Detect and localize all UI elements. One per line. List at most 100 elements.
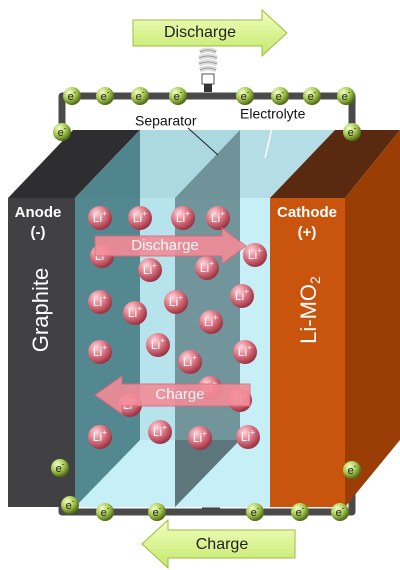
electron-particle: e- <box>337 87 355 105</box>
ion-ball <box>88 425 112 449</box>
ion-symbol: Li <box>204 315 213 329</box>
cathode-name: Cathode <box>277 204 337 221</box>
cathode-top <box>270 130 400 198</box>
ion-charge: + <box>178 292 183 302</box>
electron-label: e- <box>296 504 305 519</box>
ion-symbol: Li <box>176 211 185 225</box>
electron-charge: - <box>302 504 305 513</box>
ion-ball <box>195 256 219 280</box>
electron-charge: - <box>142 88 145 97</box>
ion-symbol: Li <box>93 295 102 309</box>
ion-symbol: Li <box>200 261 209 275</box>
electron-ball <box>291 503 309 521</box>
ion-ball <box>188 426 212 450</box>
ion-charge: + <box>247 342 252 352</box>
electron-label: e- <box>342 88 351 103</box>
electron-label: e- <box>56 460 65 475</box>
ion-charge: + <box>213 312 218 322</box>
ion-charge: + <box>160 335 165 345</box>
ion-ball <box>178 350 202 374</box>
anode-sign: (-) <box>31 224 46 241</box>
ion-symbol: Li <box>133 211 142 225</box>
ion-particle: Li+ <box>138 258 162 282</box>
electron-particle: e- <box>236 87 254 105</box>
ion-label: Li+ <box>169 292 183 309</box>
electron-symbol: e <box>58 127 64 139</box>
ion-particle: Li+ <box>195 256 219 280</box>
electron-label: e- <box>68 88 77 103</box>
electron-label: e- <box>241 88 250 103</box>
ion-particle: Li+ <box>128 206 152 230</box>
electron-particle: e- <box>246 503 264 521</box>
inner-charge-arrow: Charge <box>94 375 251 415</box>
cathode-sign: (+) <box>298 224 317 241</box>
electron-label: e- <box>101 504 110 519</box>
electron-charge: - <box>74 88 77 97</box>
ion-charge: + <box>257 245 262 255</box>
electron-label: e- <box>58 124 67 139</box>
electron-symbol: e <box>66 500 72 512</box>
electron-symbol: e <box>276 91 282 103</box>
electron-particle: e- <box>96 87 114 105</box>
electron-charge: - <box>348 88 351 97</box>
charge-arrow: Charge <box>141 518 296 570</box>
cathode-front <box>270 198 345 507</box>
ion-symbol: Li <box>93 211 102 225</box>
cathode-material: Li-MO2 <box>296 276 323 344</box>
ion-label: Li+ <box>143 260 157 277</box>
electron-particle: e- <box>291 503 309 521</box>
ion-label: Li+ <box>128 303 142 320</box>
ion-charge: + <box>102 208 107 218</box>
ion-ball <box>123 301 147 325</box>
electron-symbol: e <box>241 91 247 103</box>
electron-label: e- <box>336 504 345 519</box>
ion-symbol: Li <box>238 345 247 359</box>
electron-symbol: e <box>251 507 257 519</box>
ion-label: Li+ <box>193 428 207 445</box>
ion-ball <box>148 420 172 444</box>
electron-ball <box>96 87 114 105</box>
electron-label: e- <box>153 504 162 519</box>
ion-charge: + <box>192 352 197 362</box>
electron-ball <box>63 87 81 105</box>
electron-symbol: e <box>174 91 180 103</box>
ion-charge: + <box>152 260 157 270</box>
pointer <box>264 127 273 159</box>
electron-charge: - <box>257 504 260 513</box>
arrow-label: Charge <box>196 536 249 553</box>
ion-charge: + <box>209 258 214 268</box>
ion-particle: Li+ <box>88 290 112 314</box>
arrow-label: Discharge <box>164 24 236 41</box>
ion-label: Li+ <box>183 352 197 369</box>
separator-label: Separator <box>135 113 197 129</box>
electron-ball <box>61 496 79 514</box>
ion-symbol: Li <box>183 355 192 369</box>
ion-label: Li+ <box>241 427 255 444</box>
electron-particle: e- <box>63 87 81 105</box>
anode-top <box>8 130 140 198</box>
electron-particle: e- <box>343 123 361 141</box>
electron-label: e- <box>308 88 317 103</box>
anode-name: Anode <box>15 204 62 221</box>
electron-charge: - <box>107 88 110 97</box>
ion-charge: + <box>220 208 225 218</box>
ion-ball <box>88 290 112 314</box>
ion-label: Li+ <box>176 208 190 225</box>
electron-particle: e- <box>96 503 114 521</box>
ion-symbol: Li <box>93 430 102 444</box>
ion-particle: Li+ <box>236 425 260 449</box>
ion-particle: Li+ <box>171 206 195 230</box>
electron-charge: - <box>314 88 317 97</box>
electron-ball <box>343 461 361 479</box>
electron-label: e- <box>174 88 183 103</box>
electron-ball <box>131 87 149 105</box>
ion-particle: Li+ <box>164 290 188 314</box>
electron-ball <box>331 503 349 521</box>
ion-charge: + <box>137 303 142 313</box>
electron-symbol: e <box>68 91 74 103</box>
ion-charge: + <box>212 378 217 388</box>
ion-particle: Li+ <box>148 420 172 444</box>
discharge-arrow: Discharge <box>132 8 288 58</box>
arrow-label: Charge <box>155 386 204 403</box>
